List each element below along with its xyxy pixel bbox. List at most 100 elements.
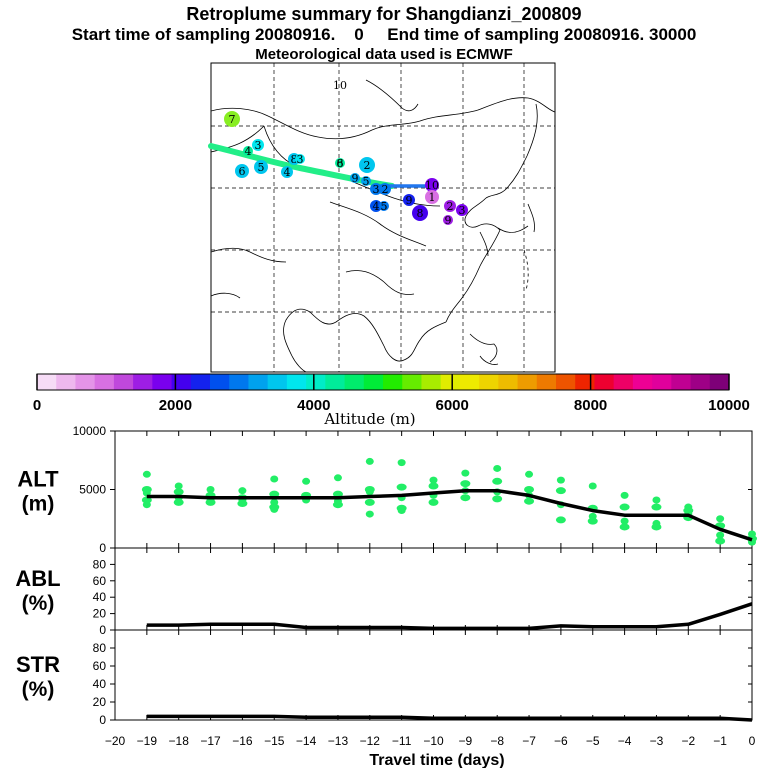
altitude-scatter-point (364, 498, 375, 506)
colorbar-tick-label: 6000 (436, 397, 469, 414)
altitude-scatter-point (461, 469, 470, 477)
altitude-scatter-point (620, 517, 629, 525)
plume-point: 5 (361, 175, 371, 188)
altitude-scatter-point (141, 496, 152, 504)
abl-y-tick-label: 20 (93, 607, 107, 621)
str-panel-frame (114, 629, 753, 721)
plume-point: 7 (224, 111, 240, 127)
altitude-scatter-point (428, 482, 439, 490)
x-tick-label: −5 (586, 734, 600, 748)
plume-point-marker (443, 215, 453, 225)
altitude-scatter-point (238, 487, 247, 495)
altitude-scatter-point (174, 482, 183, 490)
plume-point: 3 (456, 204, 468, 217)
x-tick-label: −3 (650, 734, 664, 748)
plume-point-label: 8 (337, 157, 344, 170)
colorbar-swatch (190, 374, 211, 390)
x-tick-label: −12 (360, 734, 381, 748)
plume-point-label: 8 (291, 153, 298, 166)
altitude-scatter-point (620, 491, 629, 499)
plume-point: 6 (235, 164, 249, 178)
colorbar-swatch (113, 374, 134, 390)
plume-point: 9 (403, 194, 415, 207)
altitude-scatter-point (365, 457, 374, 465)
plume-point: 5 (379, 200, 389, 213)
plume-point-marker (295, 154, 305, 164)
plume-point: 9 (350, 172, 360, 185)
altitude-scatter-point (493, 464, 502, 472)
plume-point-label: 6 (337, 157, 344, 170)
str-median-line (146, 714, 753, 722)
altitude-scatter-point (397, 459, 406, 467)
plume-point-marker (243, 146, 253, 156)
colorbar-swatch (690, 374, 711, 390)
plume-point-label: 1 (429, 191, 436, 204)
colorbar-swatch (37, 374, 57, 390)
colorbar-label: Altitude (m) (323, 410, 415, 428)
altitude-scatter-point (556, 476, 565, 484)
plume-point-label: 9 (445, 214, 452, 227)
altitude-scatter-point (524, 486, 535, 493)
colorbar-swatch (171, 374, 192, 390)
altitude-scatter-point (173, 488, 184, 496)
plume-point-marker (281, 166, 293, 178)
colorbar-swatch (152, 374, 172, 390)
sampling-period: Start time of sampling 20080916. 0 End t… (71, 25, 697, 44)
plume-point-label: 10 (333, 79, 347, 92)
x-tick-label: −17 (200, 734, 221, 748)
x-tick-label: −14 (296, 734, 317, 748)
colorbar-swatch (536, 374, 557, 390)
altitude-scatter-point (206, 486, 215, 493)
plume-point-label: 4 (373, 200, 380, 213)
x-tick-label: −8 (490, 734, 504, 748)
colorbar-swatch (383, 374, 403, 390)
altitude-scatter-point (651, 503, 662, 511)
plume-point-label: 2 (382, 183, 389, 196)
plume-point-marker (444, 200, 456, 212)
plume-point: 8 (337, 157, 344, 170)
plume-point-marker (370, 200, 382, 212)
plume-point-label: 9 (406, 194, 413, 207)
str-y-tick-label: 0 (99, 713, 106, 727)
plume-point-marker (252, 139, 264, 151)
x-tick-label: −7 (522, 734, 536, 748)
plume-point-label: 5 (381, 200, 388, 213)
colorbar-swatch (267, 374, 288, 390)
x-tick-label: −13 (328, 734, 349, 748)
plume-point-marker (235, 164, 249, 178)
alt-y-tick-label: 10000 (73, 424, 107, 438)
colorbar-swatch (402, 374, 422, 390)
plume-point: 5 (254, 160, 268, 174)
colorbar-tick-label: 2000 (159, 397, 192, 414)
altitude-scatter-point (429, 476, 438, 484)
map-coastlines (211, 79, 555, 372)
x-tick-label: −16 (232, 734, 253, 748)
colorbar-swatch (575, 374, 595, 390)
plume-point-marker (370, 183, 382, 195)
colorbar-swatch (671, 374, 691, 390)
altitude-scatter-point (460, 494, 471, 502)
colorbar-swatch (306, 374, 326, 390)
str-panel: 0 20 40 60 80 STR(%) (16, 629, 753, 727)
met-data-note: Meteorological data used is ECMWF (255, 46, 513, 63)
altitude-scatter-point (397, 507, 406, 515)
colorbar-swatch (56, 374, 76, 390)
plume-point: 10 (333, 79, 347, 92)
altitude-scatter-point (715, 537, 726, 545)
altitude-scatter-point (270, 475, 279, 483)
colorbar-swatch (363, 374, 384, 390)
str-axis-unit: (%) (22, 678, 55, 701)
str-y-tick-label: 60 (93, 659, 107, 673)
colorbar-tick-label: 8000 (574, 397, 607, 414)
altitude-scatter-point (302, 477, 311, 485)
altitude-scatter-point (587, 517, 598, 525)
altitude-scatter-point (588, 482, 597, 490)
colorbar-tick-label: 4000 (297, 397, 330, 414)
colorbar-tick-label: 10000 (708, 397, 750, 414)
abl-median-line (146, 602, 753, 631)
str-y-tick-label: 40 (93, 677, 107, 691)
plume-point-marker (359, 157, 375, 173)
plume-point-marker (350, 173, 360, 183)
abl-y-tick-label: 60 (93, 574, 107, 588)
